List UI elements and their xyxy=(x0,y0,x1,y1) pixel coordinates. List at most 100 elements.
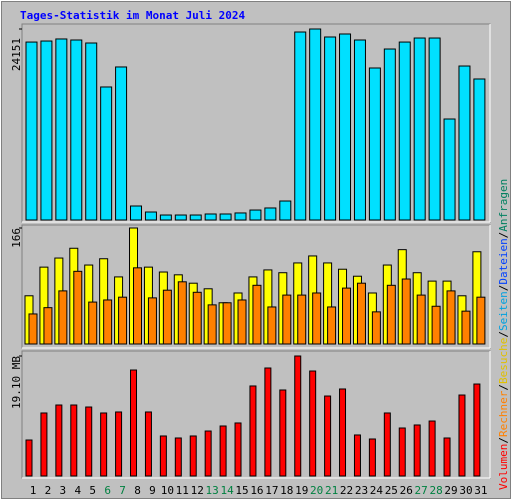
bar xyxy=(416,294,426,345)
legend-entry: Volumen xyxy=(497,444,510,490)
bar xyxy=(458,65,471,221)
bar xyxy=(55,38,68,221)
bar xyxy=(100,412,108,477)
bar xyxy=(189,435,197,477)
x-tick-label: 13 xyxy=(206,484,219,497)
bar xyxy=(324,36,337,221)
bar xyxy=(309,370,317,477)
bar xyxy=(249,385,257,477)
legend-entry: Dateien xyxy=(497,238,510,284)
bar xyxy=(413,37,426,221)
bar xyxy=(115,66,128,221)
bar xyxy=(159,435,167,477)
bar xyxy=(383,48,396,221)
bar xyxy=(327,306,337,345)
bar xyxy=(130,369,138,477)
bar xyxy=(40,40,53,221)
bar xyxy=(204,213,217,221)
bar xyxy=(294,31,307,221)
bar xyxy=(43,307,53,345)
x-tick-label: 4 xyxy=(74,484,81,497)
bar xyxy=(446,290,456,345)
bar xyxy=(88,301,98,345)
bar xyxy=(398,41,411,221)
bar xyxy=(130,205,143,221)
bar xyxy=(401,278,411,345)
bar xyxy=(222,302,232,345)
bar xyxy=(162,289,172,345)
x-tick-label: 12 xyxy=(191,484,204,497)
x-tick-label: 22 xyxy=(340,484,353,497)
bar xyxy=(174,214,187,221)
bar xyxy=(144,211,157,221)
bar xyxy=(339,388,347,477)
bar xyxy=(339,33,352,221)
bar xyxy=(103,299,113,345)
bar xyxy=(234,422,242,477)
legend-entry: Besuche xyxy=(497,338,510,384)
legend-entry: Anfragen xyxy=(497,179,510,232)
bar xyxy=(324,395,332,477)
chart-title: Tages-Statistik im Monat Juli 2024 xyxy=(20,9,246,22)
legend-separator: / xyxy=(497,285,510,292)
x-tick-label: 6 xyxy=(104,484,111,497)
legend: Volumen/Rechner/Besuche/Seiten/Dateien/A… xyxy=(497,179,510,490)
bar xyxy=(189,214,202,221)
x-tick-label: 25 xyxy=(385,484,398,497)
bar xyxy=(356,282,366,345)
bar xyxy=(40,412,48,477)
x-tick-label: 28 xyxy=(429,484,442,497)
bar xyxy=(353,434,361,477)
bar xyxy=(413,424,421,477)
bar xyxy=(428,420,436,477)
bar xyxy=(371,311,381,345)
legend-separator: / xyxy=(497,232,510,239)
bar xyxy=(443,437,451,477)
bar xyxy=(144,411,152,477)
bar xyxy=(428,37,441,221)
bar xyxy=(115,411,123,477)
x-tick-label: 2 xyxy=(45,484,52,497)
y-tick-label: 166 xyxy=(10,228,23,248)
x-tick-label: 10 xyxy=(161,484,174,497)
legend-entry: Rechner xyxy=(497,390,510,437)
x-tick-label: 16 xyxy=(250,484,263,497)
bar xyxy=(204,430,212,477)
x-tick-label: 26 xyxy=(400,484,413,497)
x-tick-label: 9 xyxy=(149,484,156,497)
bar xyxy=(85,406,93,477)
x-tick-label: 29 xyxy=(444,484,457,497)
bar xyxy=(443,118,456,221)
bar xyxy=(174,437,182,477)
bar xyxy=(25,41,38,221)
bar xyxy=(85,42,98,221)
x-tick-label: 5 xyxy=(89,484,96,497)
bar xyxy=(28,313,38,345)
legend-separator: / xyxy=(497,437,510,444)
bar xyxy=(431,305,441,345)
x-tick-label: 21 xyxy=(325,484,338,497)
bar xyxy=(219,213,232,221)
bar xyxy=(383,412,391,477)
x-tick-label: 19 xyxy=(295,484,308,497)
bar xyxy=(264,367,272,477)
bar xyxy=(159,214,172,221)
bar xyxy=(386,284,396,345)
bar xyxy=(473,78,486,221)
bar xyxy=(282,294,292,345)
bar xyxy=(237,299,247,345)
bar xyxy=(25,439,33,477)
x-tick-label: 11 xyxy=(176,484,189,497)
bar xyxy=(100,86,113,221)
x-tick-label: 1 xyxy=(30,484,37,497)
panel xyxy=(21,23,491,223)
bar xyxy=(55,404,63,477)
bar xyxy=(252,284,262,345)
bar xyxy=(207,304,217,345)
bar xyxy=(192,291,202,345)
y-tick-label: 19.10 MB xyxy=(10,356,23,409)
x-tick-label: 14 xyxy=(220,484,234,497)
x-tick-label: 27 xyxy=(415,484,428,497)
